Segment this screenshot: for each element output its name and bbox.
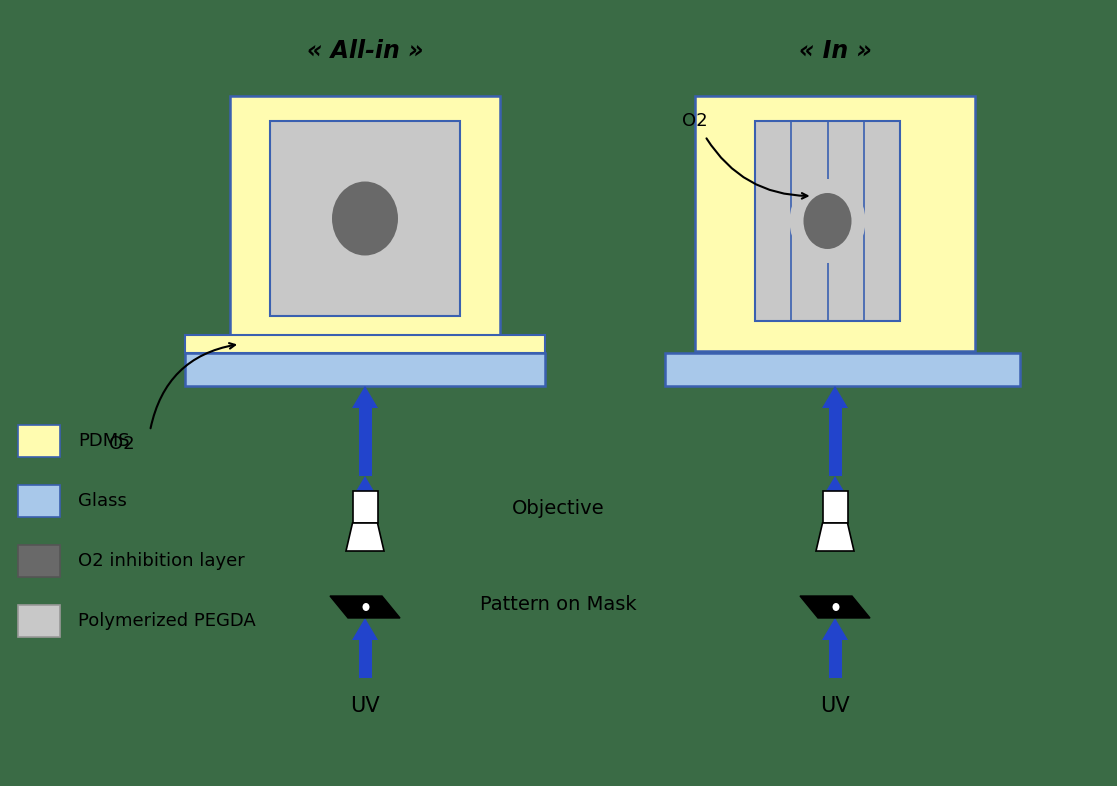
- Text: O2: O2: [682, 112, 708, 130]
- Bar: [185, 353, 545, 386]
- Polygon shape: [330, 596, 400, 618]
- Bar: [230, 96, 500, 351]
- Text: « All-in »: « All-in »: [307, 39, 423, 63]
- Polygon shape: [817, 523, 855, 551]
- Bar: [353, 491, 378, 523]
- Text: UV: UV: [820, 696, 850, 716]
- Polygon shape: [352, 476, 378, 498]
- Polygon shape: [822, 476, 848, 498]
- Polygon shape: [352, 386, 378, 408]
- Bar: [359, 491, 372, 498]
- Text: PDMS: PDMS: [78, 432, 130, 450]
- Text: Polymerized PEGDA: Polymerized PEGDA: [78, 612, 256, 630]
- Ellipse shape: [317, 167, 413, 270]
- Bar: [18, 605, 60, 637]
- Polygon shape: [346, 523, 384, 551]
- Text: O2: O2: [109, 435, 135, 453]
- Bar: [18, 545, 60, 577]
- Bar: [829, 408, 841, 476]
- Bar: [359, 640, 372, 678]
- Polygon shape: [822, 386, 848, 408]
- Text: « In »: « In »: [799, 39, 871, 63]
- Bar: [270, 121, 460, 316]
- Ellipse shape: [790, 179, 866, 263]
- Text: Objective: Objective: [512, 498, 604, 517]
- Bar: [829, 491, 841, 498]
- Polygon shape: [800, 596, 870, 618]
- Text: Pattern on Mask: Pattern on Mask: [479, 594, 637, 614]
- Ellipse shape: [363, 603, 370, 611]
- Bar: [18, 485, 60, 517]
- Bar: [359, 408, 372, 476]
- Bar: [829, 640, 841, 678]
- Bar: [665, 353, 1020, 386]
- Polygon shape: [352, 618, 378, 640]
- Ellipse shape: [332, 182, 398, 255]
- Text: Glass: Glass: [78, 492, 127, 510]
- Text: UV: UV: [351, 696, 380, 716]
- Bar: [755, 121, 900, 321]
- Bar: [185, 335, 545, 353]
- Bar: [695, 96, 975, 351]
- Ellipse shape: [832, 603, 840, 611]
- Ellipse shape: [803, 193, 851, 249]
- Bar: [18, 425, 60, 457]
- Polygon shape: [822, 618, 848, 640]
- Text: O2 inhibition layer: O2 inhibition layer: [78, 552, 245, 570]
- Bar: [822, 491, 848, 523]
